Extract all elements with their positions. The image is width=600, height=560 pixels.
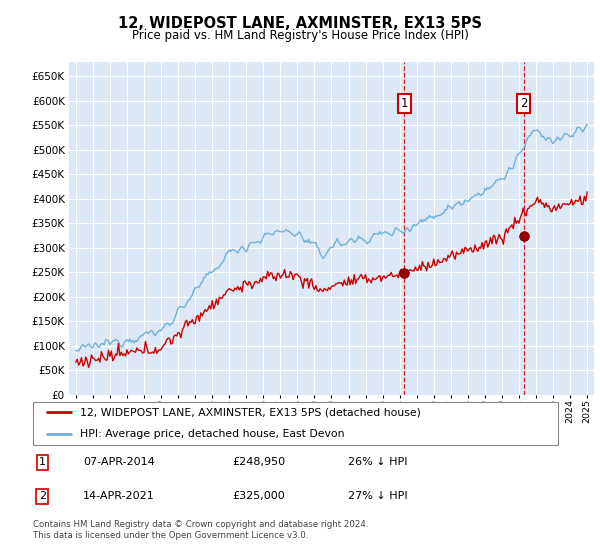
Text: 27% ↓ HPI: 27% ↓ HPI <box>348 491 407 501</box>
Text: 1: 1 <box>39 458 46 468</box>
Text: 14-APR-2021: 14-APR-2021 <box>83 491 155 501</box>
Text: 07-APR-2014: 07-APR-2014 <box>83 458 155 468</box>
Text: £248,950: £248,950 <box>233 458 286 468</box>
Text: 12, WIDEPOST LANE, AXMINSTER, EX13 5PS (detached house): 12, WIDEPOST LANE, AXMINSTER, EX13 5PS (… <box>80 408 421 417</box>
Text: 26% ↓ HPI: 26% ↓ HPI <box>348 458 407 468</box>
Text: 1: 1 <box>401 97 408 110</box>
Text: 2: 2 <box>520 97 527 110</box>
FancyBboxPatch shape <box>33 402 558 445</box>
Text: Contains HM Land Registry data © Crown copyright and database right 2024.: Contains HM Land Registry data © Crown c… <box>33 520 368 529</box>
Text: £325,000: £325,000 <box>233 491 285 501</box>
Text: This data is licensed under the Open Government Licence v3.0.: This data is licensed under the Open Gov… <box>33 531 308 540</box>
Text: HPI: Average price, detached house, East Devon: HPI: Average price, detached house, East… <box>80 430 345 439</box>
Text: 2: 2 <box>39 491 46 501</box>
Text: 12, WIDEPOST LANE, AXMINSTER, EX13 5PS: 12, WIDEPOST LANE, AXMINSTER, EX13 5PS <box>118 16 482 31</box>
Text: Price paid vs. HM Land Registry's House Price Index (HPI): Price paid vs. HM Land Registry's House … <box>131 29 469 42</box>
